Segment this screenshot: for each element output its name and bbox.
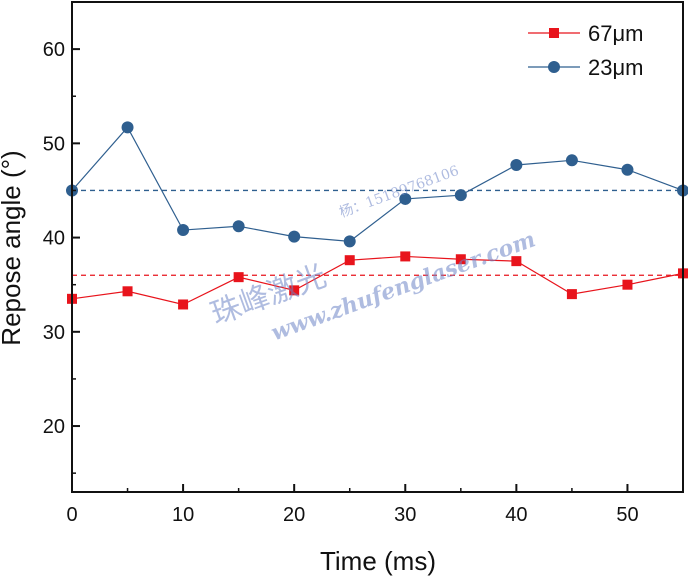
data-point-square: [289, 285, 300, 296]
data-point-circle: [177, 224, 190, 237]
data-point-circle: [565, 154, 578, 167]
data-point-square: [178, 299, 189, 310]
data-point-square: [566, 289, 577, 300]
plot-border: [71, 1, 684, 493]
x-axis-title: Time (ms): [320, 546, 436, 576]
axes-layer: 0 10 20 30 40 50 20 30 40 50 60: [43, 1, 684, 526]
legend-label-1: 23μm: [588, 55, 643, 80]
y-tick-label: 40: [43, 228, 65, 250]
x-tick-label: 40: [505, 504, 527, 526]
y-axis-title: Repose angle (°): [0, 150, 26, 345]
y-tick-label: 20: [43, 416, 65, 438]
x-tick-label: 10: [172, 504, 194, 526]
data-point-square: [344, 255, 355, 266]
data-point-circle: [510, 159, 523, 172]
data-point-circle: [288, 230, 301, 243]
data-point-square: [233, 272, 244, 283]
x-tick-label: 50: [616, 504, 638, 526]
legend: 67μm 23μm: [528, 21, 643, 80]
reference-lines: [72, 189, 683, 276]
data-point-square: [400, 251, 411, 262]
x-tick-label: 0: [66, 504, 77, 526]
legend-label-0: 67μm: [588, 21, 643, 46]
watermark: 珠峰激光 杨：15189768106 www.zhufenglaser.com: [206, 163, 539, 346]
y-tick-label: 50: [43, 133, 65, 155]
data-point-square: [511, 256, 522, 267]
watermark-contact: 杨：15189768106: [337, 163, 461, 221]
data-point-circle: [621, 163, 634, 176]
series-line-0: [71, 255, 684, 306]
data-point-square: [122, 286, 133, 297]
data-point-square: [622, 279, 633, 290]
y-tick-label: 30: [43, 322, 65, 344]
data-point-circle: [454, 189, 467, 202]
data-point-square: [455, 254, 466, 265]
legend-marker-circle: [548, 61, 560, 73]
x-tick-label: 30: [394, 504, 416, 526]
data-point-circle: [232, 220, 245, 233]
data-point-circle: [121, 121, 134, 134]
y-tick-label: 60: [43, 39, 65, 61]
series-line-1: [71, 126, 684, 242]
data-point-circle: [343, 235, 356, 248]
data-point-circle: [399, 192, 412, 205]
x-tick-label: 20: [283, 504, 305, 526]
legend-marker-square: [549, 28, 559, 38]
